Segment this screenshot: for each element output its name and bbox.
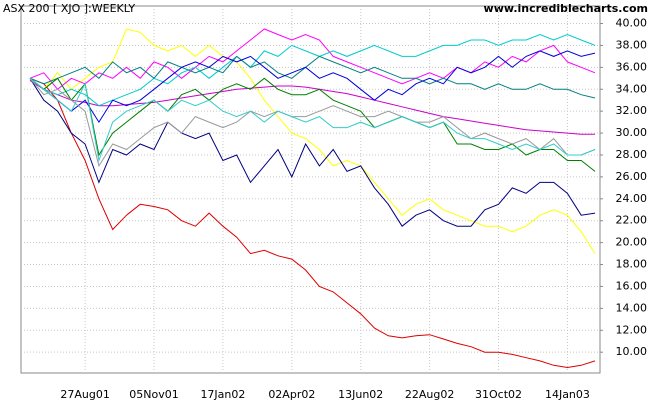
x-tick-label: 14Jan03 [545, 388, 590, 401]
y-tick-label: 34.00 [616, 82, 648, 95]
y-tick-label: 22.00 [616, 214, 648, 227]
y-tick-label: 28.00 [616, 148, 648, 161]
x-tick-label: 05Nov01 [129, 388, 178, 401]
plot-frame [20, 5, 601, 374]
y-tick-label: 24.00 [616, 192, 648, 205]
y-tick-label: 20.00 [616, 236, 648, 249]
x-tick-label: 13Jun02 [338, 388, 383, 401]
series-line [29, 77, 596, 369]
x-tick-label: 02Apr02 [268, 388, 315, 401]
y-tick-label: 32.00 [616, 104, 648, 117]
series-line [29, 28, 596, 90]
y-tick-label: 18.00 [616, 258, 648, 271]
y-tick-label: 38.00 [616, 38, 648, 51]
x-tick-label: 22Aug02 [405, 388, 454, 401]
series-line [29, 55, 596, 99]
y-tick-label: 12.00 [616, 323, 648, 336]
y-tick-label: 26.00 [616, 170, 648, 183]
y-tick-label: 16.00 [616, 279, 648, 292]
y-tick-label: 36.00 [616, 60, 648, 73]
site-label: www.incrediblecharts.com [484, 2, 648, 15]
x-tick-label: 31Oct02 [475, 388, 522, 401]
x-tick-label: 17Jan02 [200, 388, 245, 401]
y-tick-label: 10.00 [616, 345, 648, 358]
y-tick-label: 40.00 [616, 17, 648, 30]
series-line [29, 77, 596, 172]
y-tick-label: 14.00 [616, 301, 648, 314]
x-tick-label: 27Aug01 [60, 388, 109, 401]
series-line [29, 50, 596, 124]
series-line [29, 78, 596, 227]
series-line [29, 77, 596, 163]
y-tick-label: 30.00 [616, 126, 648, 139]
series-line [29, 33, 596, 107]
chart-title: ASX 200 [ XJO ]:WEEKLY [3, 2, 135, 15]
series-line [29, 77, 596, 168]
series-line [29, 28, 596, 254]
